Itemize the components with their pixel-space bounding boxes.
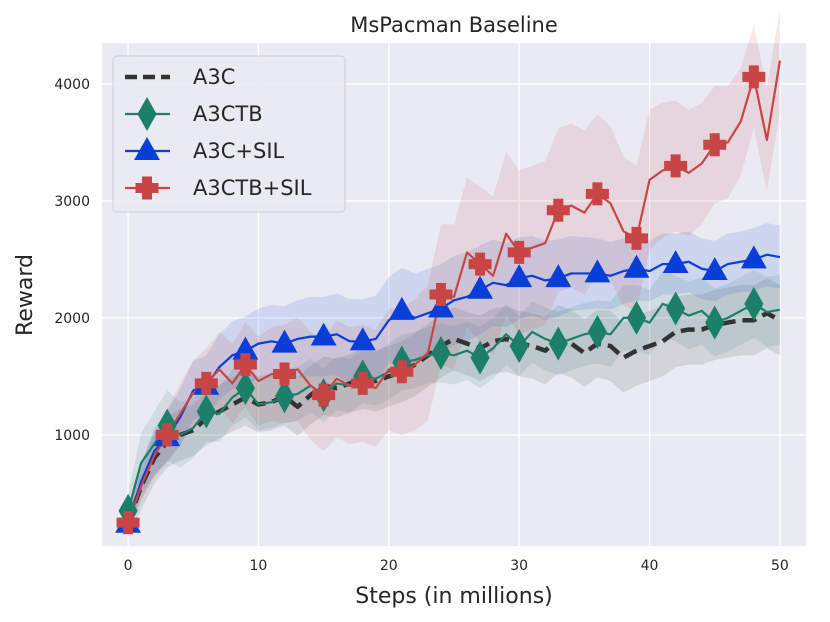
legend-label-a3ctb-sil: A3CTB+SIL <box>193 176 312 200</box>
marker-a3ctb-sil <box>351 371 375 395</box>
marker-a3ctb-sil <box>625 226 649 250</box>
legend-label-a3c-sil: A3C+SIL <box>193 139 285 163</box>
band-a3c <box>128 278 780 537</box>
marker-a3ctb <box>744 286 764 321</box>
marker-a3c-sil <box>388 296 415 320</box>
band-a3c-sil <box>128 223 780 534</box>
marker-a3c-sil <box>310 322 337 346</box>
x-tick-label: 40 <box>641 558 659 574</box>
marker-a3ctb <box>431 335 451 371</box>
marker-a3ctb <box>196 394 216 429</box>
legend-marker-a3ctb <box>137 96 157 132</box>
marker-a3ctb <box>235 371 255 406</box>
legend-marker-a3ctb-sil <box>135 176 159 200</box>
marker-a3ctb-sil <box>546 198 570 222</box>
marker-a3ctb-sil <box>273 362 297 386</box>
marker-a3c-sil <box>740 245 767 269</box>
marker-a3ctb-sil <box>507 240 531 264</box>
y-tick-label: 3000 <box>54 194 90 210</box>
marker-a3ctb <box>666 291 686 326</box>
x-tick-label: 10 <box>250 558 268 574</box>
marker-a3ctb <box>705 305 725 340</box>
marker-a3ctb-sil <box>233 353 257 377</box>
y-tick-label: 1000 <box>54 428 90 444</box>
marker-a3ctb-sil <box>116 511 140 535</box>
legend-marker-a3c-sil <box>134 136 160 160</box>
x-axis-title: Steps (in millions) <box>355 584 553 609</box>
marker-a3ctb-sil <box>664 154 688 178</box>
band-a3ctb <box>128 269 780 529</box>
marker-a3c-sil <box>467 275 494 299</box>
x-tick-label: 20 <box>380 558 398 574</box>
legend-box <box>112 55 346 213</box>
line-a3c <box>125 310 781 524</box>
marker-a3c-sil <box>662 250 689 274</box>
marker-a3ctb <box>587 314 607 349</box>
marker-a3ctb-sil <box>468 252 492 276</box>
marker-a3c-sil <box>271 329 298 353</box>
marker-a3ctb-sil <box>194 371 218 395</box>
marker-a3c-sil <box>584 259 611 283</box>
marker-a3c-sil <box>623 254 650 278</box>
marker-a3c-sil <box>428 294 454 318</box>
marker-a3ctb-sil <box>390 360 414 384</box>
marker-a3ctb <box>626 300 647 335</box>
marker-a3ctb-sil <box>155 423 179 447</box>
y-tick-label: 4000 <box>54 77 90 93</box>
marker-a3ctb <box>470 340 490 375</box>
legend-label-a3ctb: A3CTB <box>193 102 263 126</box>
marker-a3ctb-sil <box>429 283 453 306</box>
chart-title: MsPacman Baseline <box>350 13 558 37</box>
x-tick-label: 50 <box>771 558 789 574</box>
y-axis-title: Reward <box>13 254 38 336</box>
x-tick-label: 30 <box>510 558 528 574</box>
legend-label-a3c: A3C <box>193 65 235 89</box>
marker-a3c-sil <box>506 264 533 288</box>
marker-a3ctb <box>509 328 529 363</box>
marker-a3ctb <box>274 379 295 414</box>
marker-a3ctb-sil <box>742 65 766 89</box>
marker-a3c-sil <box>545 264 572 288</box>
marker-a3ctb-sil <box>703 133 727 157</box>
legend: A3C A3CTB A3C+SIL A3CTB+SIL <box>112 55 346 213</box>
marker-a3ctb-sil <box>585 182 609 206</box>
marker-a3ctb-sil <box>312 383 336 407</box>
x-tick-label: 0 <box>124 558 133 574</box>
marker-a3c-sil <box>701 257 728 281</box>
y-tick-label: 2000 <box>54 311 90 327</box>
marker-a3c-sil <box>349 327 376 351</box>
marker-a3ctb <box>548 326 568 361</box>
